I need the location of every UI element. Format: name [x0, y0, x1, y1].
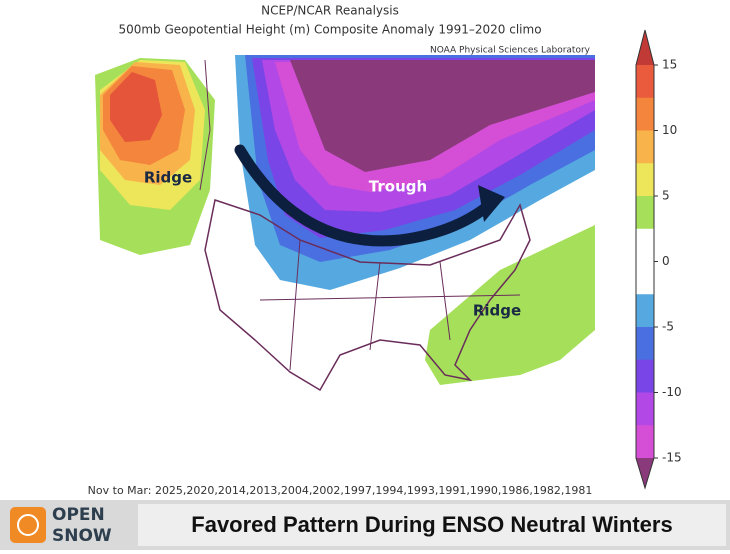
ridge-anomaly: [110, 72, 162, 142]
arrow-head: [478, 185, 505, 222]
caption: Favored Pattern During ENSO Neutral Wint…: [191, 512, 672, 537]
colorbar: 15 10 5 0 -5 -10 -15: [635, 29, 682, 490]
colorbar-segment: [636, 392, 654, 426]
colorbar-tick-label: -10: [662, 385, 682, 399]
colorbar-segment: [636, 261, 654, 295]
logo-text: SNOW: [52, 526, 112, 546]
colorbar-segment: [636, 65, 654, 99]
ridge-anomaly: [425, 225, 595, 385]
caption-box: [138, 504, 726, 546]
colorbar-tick-label: 15: [662, 58, 677, 72]
trough-anomaly: [290, 60, 595, 172]
source: NOAA Physical Sciences Laboratory: [430, 46, 591, 56]
jet-arrow: [234, 144, 501, 247]
borders: [199, 59, 521, 371]
logo-text: OPEN: [52, 505, 105, 525]
colorbar-segment: [636, 327, 654, 361]
colorbar-tick-label: 0: [662, 254, 670, 268]
colorbar-under: [636, 458, 654, 488]
colorbar-segment: [636, 196, 654, 230]
map: Ridge Trough Ridge: [95, 55, 595, 392]
logo-icon: [10, 507, 46, 543]
colorbar-tick-label: -15: [662, 451, 682, 465]
colorbar-segment: [636, 359, 654, 393]
colorbar-segment: [636, 425, 654, 459]
map-label: Ridge: [473, 302, 521, 320]
colorbar-segment: [636, 130, 654, 164]
colorbar-tick-label: -5: [662, 320, 674, 334]
colorbar-segment: [636, 228, 654, 262]
colorbar-tick-label: 10: [662, 123, 677, 137]
colorbar-segment: [636, 97, 654, 131]
colorbar-tick-label: 5: [662, 189, 670, 203]
subtitle: 500mb Geopotential Height (m) Composite …: [118, 23, 541, 37]
title: NCEP/NCAR Reanalysis: [261, 4, 399, 18]
map-label: Ridge: [144, 169, 192, 187]
footer-years: Nov to Mar: 2025,2020,2014,2013,2004,200…: [88, 484, 593, 497]
logo-symbol: [17, 514, 39, 536]
colorbar-over: [636, 30, 654, 65]
coastline: [204, 199, 531, 392]
map-label: Trough: [369, 178, 427, 196]
colorbar-segment: [636, 163, 654, 197]
colorbar-segment: [636, 294, 654, 328]
